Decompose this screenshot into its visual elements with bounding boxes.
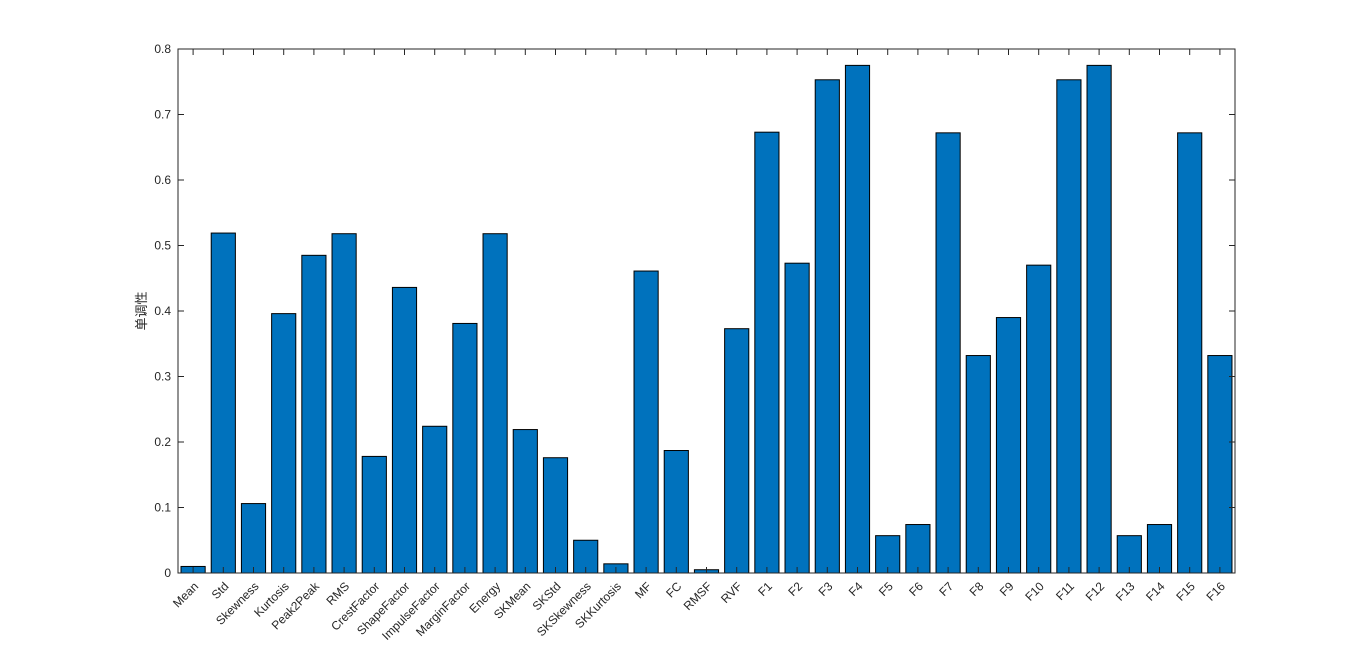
x-tick-label: F5 [876,579,896,599]
x-tick-label: F7 [936,579,956,599]
bar-kurtosis [271,313,297,574]
x-tick-label: Std [209,579,232,602]
bar-impulsefactor [422,425,448,574]
bar-crestfactor [361,455,387,574]
y-tick-label: 0.5 [154,239,171,253]
bar-f13 [1116,535,1142,574]
bar-rvf [724,328,750,574]
bar-f10 [1026,264,1052,574]
x-tick-label: Mean [170,579,201,610]
bar-skstd [542,457,569,574]
x-tick-label: F2 [785,579,805,599]
y-tick-label: 0.8 [154,42,171,56]
y-axis-label: 单调性 [135,291,150,330]
bar-f2 [784,262,810,574]
bar-skskewness [573,539,599,574]
bar-f4 [844,64,871,574]
x-tick-label: RVF [718,579,745,606]
bar-f7 [935,132,961,574]
x-tick-label: F3 [816,579,836,599]
y-tick-label: 0.6 [154,173,171,187]
x-tick-label: F8 [967,579,987,599]
bar-mf [633,270,659,574]
x-tick-label: F15 [1173,579,1198,604]
bar-f3 [814,79,840,574]
bar-f12 [1086,64,1112,574]
bars-group [180,64,1233,574]
x-tick-label: F13 [1113,579,1138,604]
bar-rms [331,233,357,574]
x-tick-label: FC [663,579,684,600]
x-tick-label: F16 [1203,579,1228,604]
x-tick-label: F9 [997,579,1017,599]
x-tick-label: F10 [1022,579,1047,604]
y-tick-label: 0.1 [154,501,171,515]
bar-f6 [905,524,931,574]
bar-peak2peak [301,254,327,574]
x-tick-label: F11 [1053,579,1077,603]
bar-skmean [512,429,538,574]
bar-f8 [965,355,991,574]
bar-fc [663,450,689,574]
bar-shapefactor [391,286,418,574]
bar-f16 [1207,355,1233,574]
bar-f1 [754,131,780,574]
bar-marginfactor [452,322,478,574]
y-tick-label: 0.2 [154,435,171,449]
x-tick-label: F4 [846,579,866,599]
bar-f11 [1056,79,1082,574]
bar-f14 [1146,524,1173,574]
x-tick-label: MF [632,579,654,601]
x-tick-label: F14 [1143,579,1168,604]
y-tick-label: 0.3 [154,370,171,384]
x-tick-label: RMSF [681,579,715,613]
bar-energy [482,233,508,574]
y-tick-label: 0.4 [154,304,171,318]
x-tick-label: F12 [1083,579,1108,604]
bar-std [210,232,236,574]
x-tick-label: F6 [906,579,926,599]
y-tick-label: 0.7 [154,108,171,122]
bar-f9 [995,317,1022,574]
y-tick-label: 0 [164,566,171,580]
bar-skewness [240,503,267,574]
bar-f15 [1177,132,1203,574]
x-tick-label: F1 [755,579,775,599]
